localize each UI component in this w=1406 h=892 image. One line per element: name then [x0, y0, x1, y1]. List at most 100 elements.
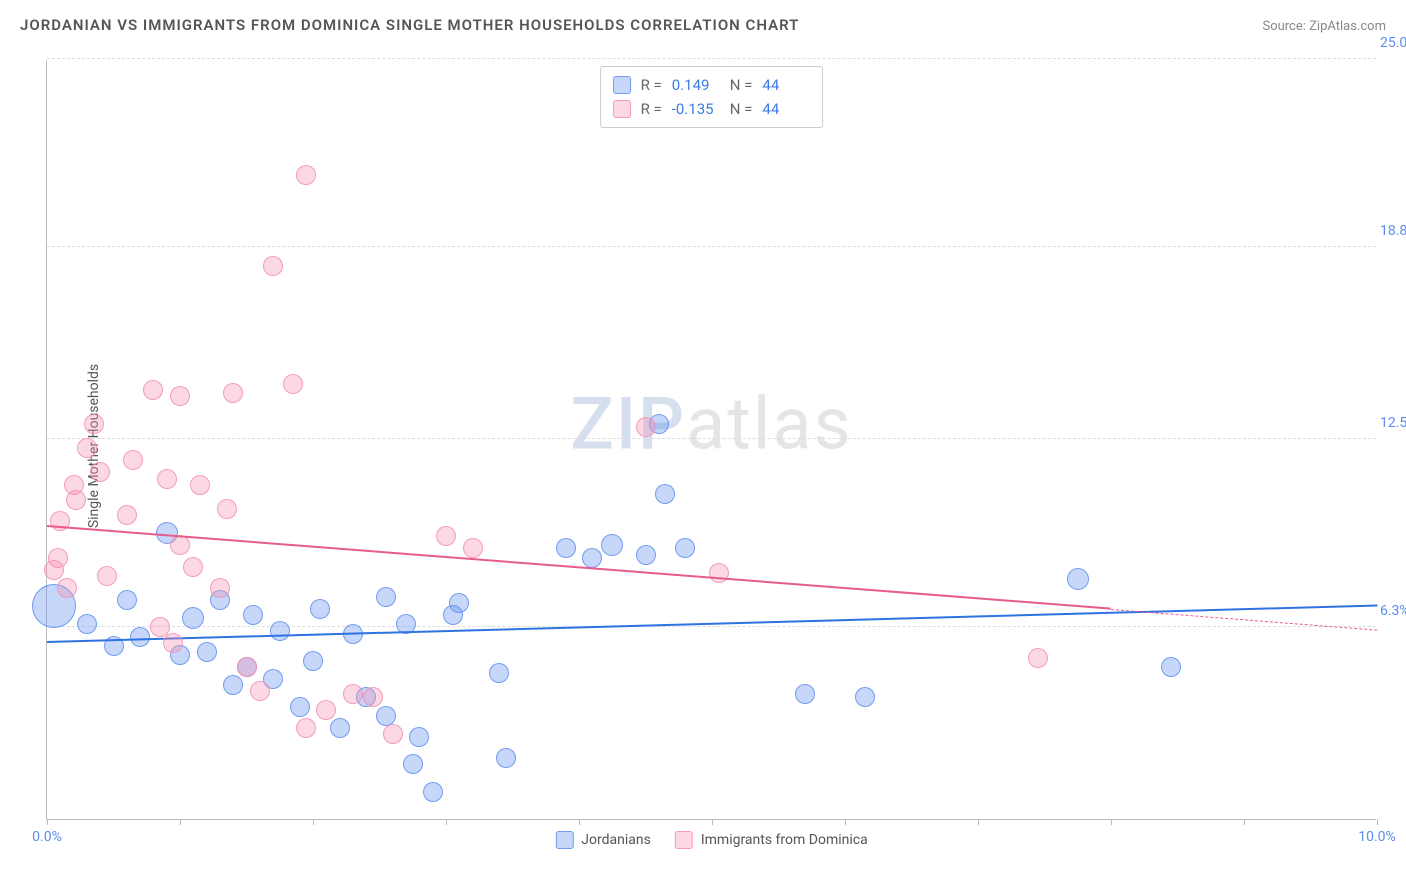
n-label: N = — [730, 73, 753, 97]
r-label: R = — [641, 73, 662, 97]
data-point-dominica — [77, 438, 97, 458]
watermark: ZIPatlas — [570, 382, 852, 467]
data-point-jordanians — [223, 675, 243, 695]
data-point-dominica — [383, 724, 403, 744]
swatch-dominica — [675, 831, 693, 849]
x-tick — [1377, 819, 1378, 825]
x-tick — [712, 819, 713, 825]
data-point-jordanians — [601, 534, 623, 556]
y-tick-label: 18.8% — [1380, 223, 1406, 239]
watermark-atlas: atlas — [686, 382, 853, 467]
data-point-dominica — [97, 566, 117, 586]
data-point-dominica — [217, 499, 237, 519]
data-point-dominica — [48, 548, 68, 568]
legend-label: Immigrants from Dominica — [701, 832, 868, 848]
data-point-dominica — [263, 256, 283, 276]
data-point-jordanians — [376, 706, 396, 726]
legend: Jordanians Immigrants from Dominica — [555, 831, 867, 849]
data-point-jordanians — [409, 727, 429, 747]
data-point-dominica — [183, 557, 203, 577]
swatch-dominica — [613, 100, 631, 118]
data-point-jordanians — [675, 538, 695, 558]
data-point-dominica — [117, 505, 137, 525]
data-point-jordanians — [423, 782, 443, 802]
x-tick — [180, 819, 181, 825]
data-point-jordanians — [130, 627, 150, 647]
gridline — [47, 438, 1376, 439]
x-tick — [845, 819, 846, 825]
data-point-dominica — [1028, 648, 1048, 668]
data-point-dominica — [163, 633, 183, 653]
data-point-dominica — [463, 538, 483, 558]
data-point-jordanians — [556, 538, 576, 558]
data-point-jordanians — [243, 605, 263, 625]
source-attribution: Source: ZipAtlas.com — [1262, 19, 1386, 34]
data-point-dominica — [250, 681, 270, 701]
data-point-dominica — [343, 684, 363, 704]
y-tick-label: 25.0% — [1380, 35, 1406, 51]
data-point-dominica — [237, 657, 257, 677]
data-point-jordanians — [496, 748, 516, 768]
x-tick — [978, 819, 979, 825]
legend-item-jordanians: Jordanians — [555, 831, 651, 849]
r-value: -0.135 — [672, 97, 720, 121]
stats-row-jordanians: R = 0.149 N = 44 — [613, 73, 811, 97]
x-tick — [446, 819, 447, 825]
data-point-dominica — [143, 380, 163, 400]
data-point-dominica — [170, 535, 190, 555]
data-point-dominica — [636, 417, 656, 437]
r-value: 0.149 — [672, 73, 720, 97]
gridline — [47, 626, 1376, 627]
y-tick-label: 6.3% — [1380, 603, 1406, 619]
data-point-jordanians — [197, 642, 217, 662]
gridline — [47, 246, 1376, 247]
data-point-jordanians — [855, 687, 875, 707]
data-point-dominica — [296, 165, 316, 185]
data-point-jordanians — [403, 754, 423, 774]
data-point-dominica — [210, 578, 230, 598]
y-tick-label: 12.5% — [1380, 415, 1406, 431]
data-point-jordanians — [449, 593, 469, 613]
data-point-jordanians — [489, 663, 509, 683]
data-point-jordanians — [270, 621, 290, 641]
trendline-dominica — [47, 525, 1111, 610]
data-point-jordanians — [310, 599, 330, 619]
stats-box: R = 0.149 N = 44 R = -0.135 N = 44 — [600, 66, 824, 128]
x-tick-label: 0.0% — [32, 829, 62, 845]
r-label: R = — [641, 97, 662, 121]
data-point-jordanians — [376, 587, 396, 607]
legend-label: Jordanians — [581, 832, 651, 848]
data-point-jordanians — [290, 697, 310, 717]
data-point-dominica — [223, 383, 243, 403]
data-point-dominica — [190, 475, 210, 495]
data-point-jordanians — [795, 684, 815, 704]
data-point-jordanians — [1161, 657, 1181, 677]
data-point-dominica — [123, 450, 143, 470]
data-point-jordanians — [1067, 568, 1089, 590]
data-point-jordanians — [117, 590, 137, 610]
n-value: 44 — [762, 97, 810, 121]
legend-item-dominica: Immigrants from Dominica — [675, 831, 868, 849]
stats-row-dominica: R = -0.135 N = 44 — [613, 97, 811, 121]
data-point-jordanians — [582, 548, 602, 568]
x-tick — [313, 819, 314, 825]
data-point-jordanians — [330, 718, 350, 738]
gridline — [47, 58, 1376, 59]
x-tick-label: 10.0% — [1358, 829, 1396, 845]
data-point-dominica — [296, 718, 316, 738]
data-point-dominica — [157, 469, 177, 489]
data-point-jordanians — [77, 614, 97, 634]
data-point-dominica — [84, 414, 104, 434]
data-point-dominica — [170, 386, 190, 406]
n-label: N = — [730, 97, 753, 121]
x-tick — [1244, 819, 1245, 825]
data-point-dominica — [316, 700, 336, 720]
data-point-jordanians — [303, 651, 323, 671]
data-point-dominica — [363, 687, 383, 707]
scatter-chart: ZIPatlas R = 0.149 N = 44 R = -0.135 N =… — [46, 60, 1376, 820]
swatch-jordanians — [555, 831, 573, 849]
chart-title: JORDANIAN VS IMMIGRANTS FROM DOMINICA SI… — [20, 16, 799, 34]
data-point-jordanians — [655, 484, 675, 504]
data-point-jordanians — [636, 545, 656, 565]
swatch-jordanians — [613, 76, 631, 94]
